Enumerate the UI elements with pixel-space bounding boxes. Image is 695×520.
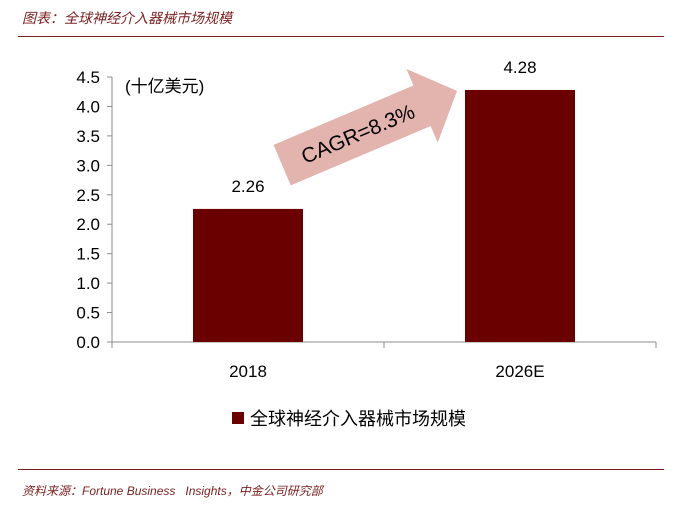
x-tick-label-2026E: 2026E (495, 362, 544, 381)
x-tick-label-2018: 2018 (229, 362, 267, 381)
y-tick-label: 0.0 (76, 333, 100, 352)
bar-chart: 0.0 0.5 1.0 1.5 2.0 2.5 3.0 3.5 4.0 4.5 2.26 2018 4… (76, 58, 657, 381)
y-tick-label: 1.0 (76, 274, 100, 293)
data-label-2026E: 4.28 (503, 58, 536, 77)
y-tick-label: 0.5 (76, 304, 100, 323)
top-rule (18, 36, 664, 37)
y-tick-label: 1.5 (76, 245, 100, 264)
y-tick-label: 2.5 (76, 186, 100, 205)
bar-2018 (193, 208, 303, 342)
cagr-arrow-shape (273, 68, 458, 186)
y-tick-label: 4.5 (76, 68, 100, 87)
y-tick-label: 3.5 (76, 127, 100, 146)
legend: 全球神经介入器械市场规模 (232, 405, 466, 431)
legend-swatch (232, 412, 244, 424)
chart-caption: 图表：全球神经介入器械市场规模 (22, 10, 232, 26)
y-tick-label: 4.0 (76, 97, 100, 116)
bottom-rule (18, 469, 664, 470)
bar-2026E (465, 89, 575, 342)
cagr-arrow: CAGR=8.3% (273, 68, 458, 186)
y-tick-label: 3.0 (76, 156, 100, 175)
legend-label: 全球神经介入器械市场规模 (250, 409, 466, 430)
unit-label: (十亿美元) (125, 77, 204, 96)
y-tick-label: 2.0 (76, 215, 100, 234)
source-note: 资料来源：Fortune Business Insights，中金公司研究部 (22, 484, 323, 498)
data-label-2018: 2.26 (231, 177, 264, 196)
